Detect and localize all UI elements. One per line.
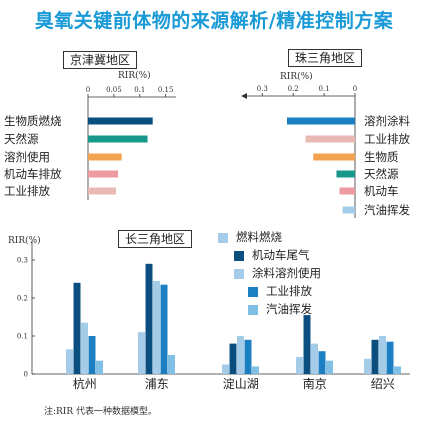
chart1-axis-label: RIR(%)	[118, 71, 151, 81]
bar	[364, 358, 371, 374]
category-label: 工业排放	[4, 184, 50, 198]
bar	[88, 117, 153, 125]
bar	[244, 339, 252, 374]
category-label: 淀山湖	[222, 377, 259, 391]
chart3-axis-label: RIR(%)	[8, 236, 41, 246]
chart2-axis-label: RIR(%)	[280, 72, 313, 82]
category-label: 南京	[302, 377, 327, 391]
bar	[326, 360, 333, 374]
region-label-zhusanjiao: 珠三角地区	[288, 49, 363, 67]
category-label: 溶剂涂料	[364, 114, 410, 128]
category-label: 生物质燃烧	[4, 114, 62, 128]
category-label: 生物质	[364, 150, 399, 164]
legend-label: 燃料燃烧	[236, 230, 282, 244]
legend-item: 工业排放	[248, 283, 312, 299]
bar	[88, 187, 116, 195]
bar	[229, 343, 237, 374]
legend-item: 汽油挥发	[248, 301, 312, 317]
bar	[160, 284, 168, 374]
category-label: 天然源	[4, 132, 39, 146]
tick-label: 0.2	[17, 295, 28, 303]
bar	[318, 351, 326, 374]
legend-swatch	[248, 304, 258, 315]
bar	[145, 263, 153, 374]
bar	[287, 117, 355, 125]
tick-label: 0.15	[158, 86, 174, 94]
legend-label: 汽油挥发	[266, 302, 312, 316]
category-label: 汽油挥发	[364, 203, 410, 217]
bar	[88, 153, 122, 161]
bar	[303, 315, 311, 374]
region-label-changsanjiao: 长三角地区	[118, 230, 193, 248]
bar	[379, 336, 386, 374]
legend-swatch	[218, 232, 228, 243]
bar	[66, 349, 73, 374]
category-label: 杭州	[72, 377, 97, 391]
tick-label: 0.3	[17, 257, 28, 265]
legend-label: 涂料溶剂使用	[252, 266, 321, 280]
bar	[342, 206, 355, 214]
bar	[252, 366, 259, 374]
legend-label: 机动车尾气	[252, 248, 310, 262]
tick-label: 0.05	[106, 86, 122, 94]
category-label: 绍兴	[370, 377, 395, 391]
bar	[313, 153, 355, 161]
bar	[336, 170, 355, 178]
bar	[237, 336, 244, 374]
tick-label: 0	[353, 85, 357, 93]
footnote: 注:RIR 代表一种数据模型。	[44, 407, 158, 417]
page-title: 臭氧关键前体物的来源解析/精准控制方案	[34, 10, 394, 32]
category-label: 天然源	[364, 167, 399, 181]
category-label: 机动车	[364, 184, 399, 198]
tick-label: 0	[24, 371, 28, 379]
legend-swatch	[234, 250, 244, 261]
tick-label: 0.1	[319, 85, 330, 93]
bar	[394, 366, 401, 374]
legend-item: 涂料溶剂使用	[234, 265, 321, 281]
bar	[153, 280, 160, 374]
legend-swatch	[248, 286, 258, 297]
bar	[81, 322, 88, 374]
legend-swatch	[234, 268, 244, 279]
region-label-jingjinji: 京津冀地区	[63, 51, 138, 69]
bar	[305, 135, 355, 143]
tick-label: 0.3	[257, 85, 268, 93]
bar	[88, 170, 119, 178]
category-label: 机动车排放	[4, 167, 62, 181]
bar	[311, 343, 318, 374]
legend-item: 燃料燃烧	[218, 229, 282, 245]
tick-label: 0.1	[17, 333, 28, 341]
bar	[222, 364, 229, 374]
bar	[88, 135, 148, 143]
tick-label: 0	[86, 86, 90, 94]
category-label: 溶剂使用	[4, 150, 50, 164]
legend-label: 工业排放	[266, 284, 312, 298]
bar	[386, 341, 394, 374]
tick-label: 0.2	[288, 85, 299, 93]
bar	[96, 360, 103, 374]
bar	[371, 339, 379, 374]
bar	[88, 336, 96, 374]
tick-label: 0.1	[134, 86, 145, 94]
legend-item: 机动车尾气	[234, 247, 310, 263]
bar	[168, 355, 175, 374]
bar	[138, 332, 145, 374]
axis-arrow	[241, 93, 247, 99]
bar	[339, 187, 355, 195]
bar	[73, 282, 81, 374]
bar	[296, 356, 303, 374]
category-label: 工业排放	[364, 132, 410, 146]
category-label: 浦东	[144, 377, 169, 391]
